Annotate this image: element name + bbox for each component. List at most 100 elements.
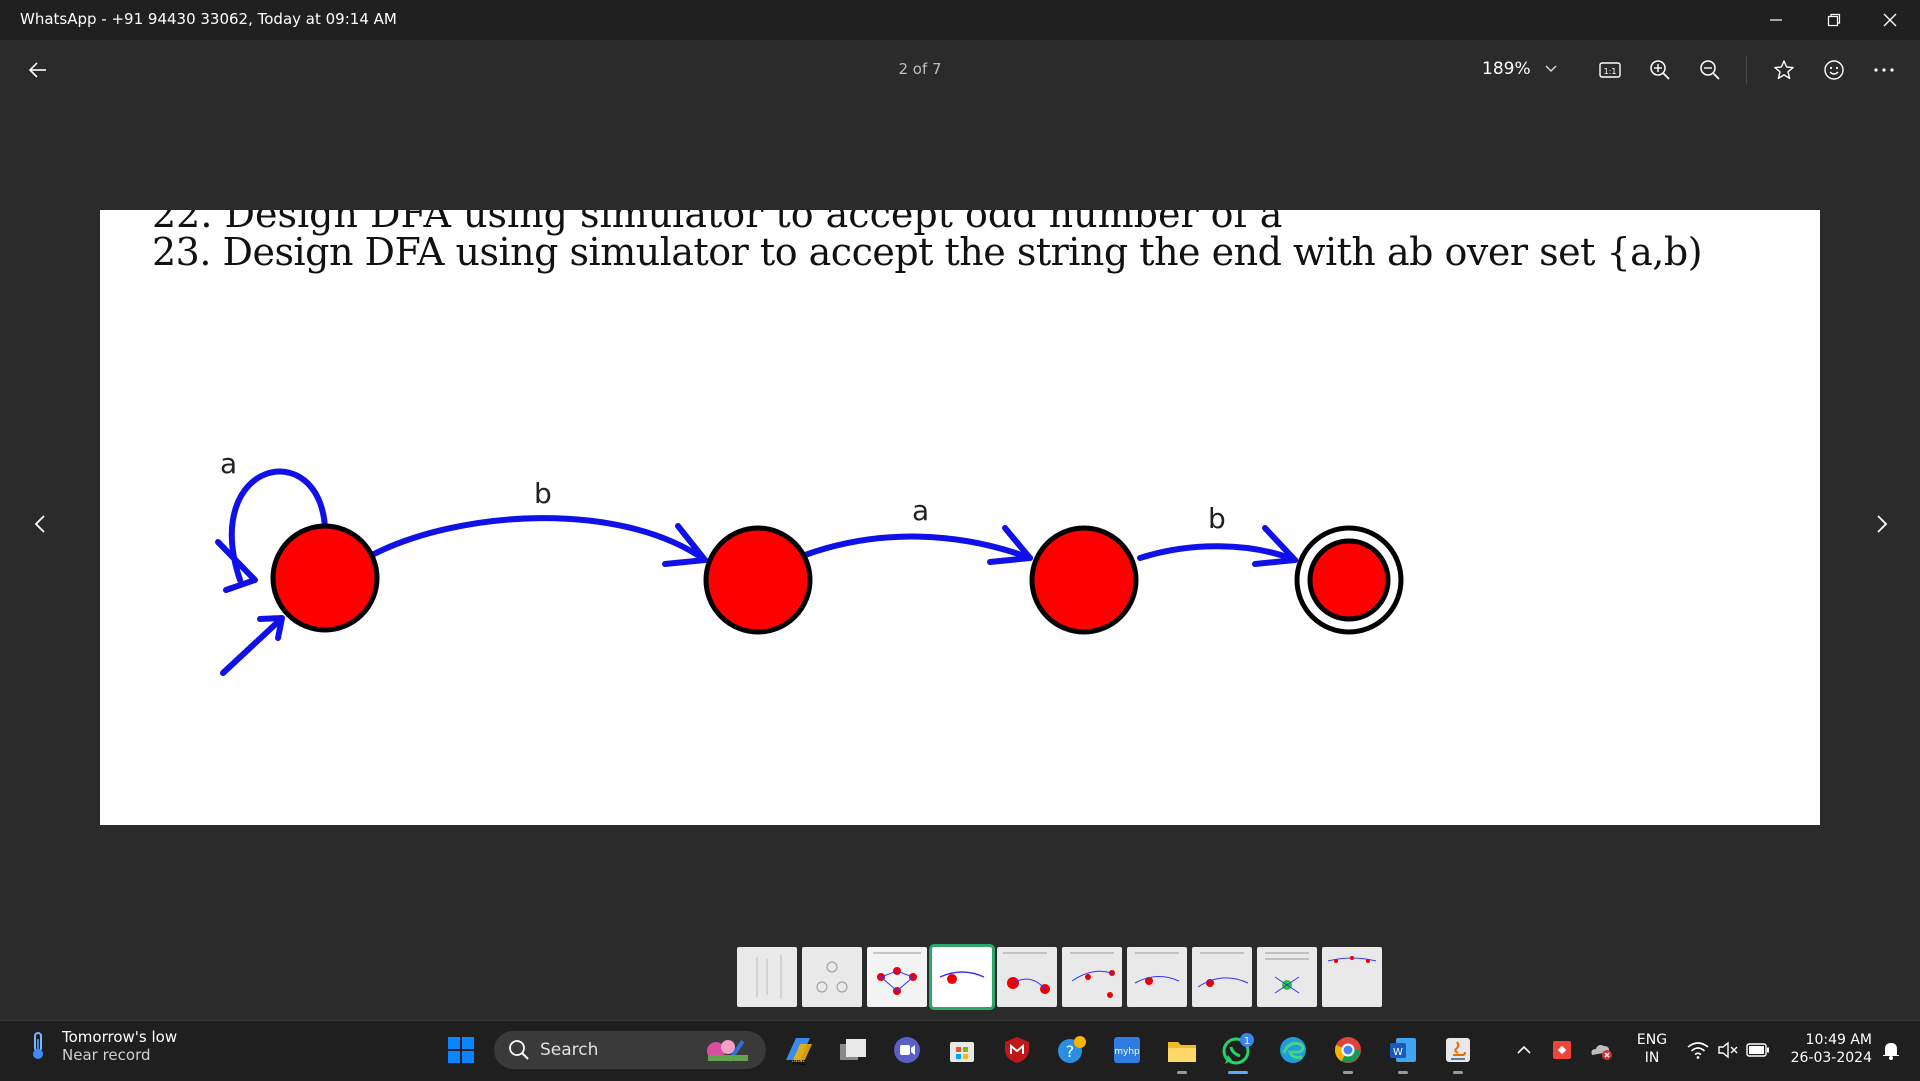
thumbnail[interactable] [737, 947, 797, 1007]
battery-icon [1746, 1043, 1769, 1057]
help-app[interactable]: ? [1052, 1030, 1092, 1070]
thumbnail-active[interactable] [929, 944, 995, 1010]
label-a: a [912, 494, 929, 527]
svg-text:PRE: PRE [792, 1059, 806, 1066]
weather-line2: Near record [62, 1046, 151, 1064]
thumbnail[interactable] [1127, 947, 1187, 1007]
weather-line1: Tomorrow's low [62, 1028, 178, 1046]
file-explorer-app[interactable] [1162, 1030, 1202, 1070]
show-hidden-icons-button[interactable] [1512, 1030, 1536, 1070]
chevron-down-icon [1545, 65, 1557, 72]
onedrive-tray[interactable] [1586, 1030, 1616, 1070]
myhp-app[interactable]: myhp [1107, 1030, 1147, 1070]
thumbnail[interactable] [997, 947, 1057, 1007]
anydesk-tray[interactable] [1548, 1030, 1576, 1070]
word-app[interactable]: W [1383, 1030, 1423, 1070]
zoom-in-icon [1650, 60, 1670, 80]
chrome-app[interactable] [1328, 1030, 1368, 1070]
zoom-level: 189% [1482, 59, 1531, 79]
video-call-icon [894, 1037, 920, 1063]
chevron-right-icon [1877, 515, 1888, 533]
input-language-indicator[interactable]: ENG IN [1632, 1031, 1672, 1067]
copilot-app[interactable]: PRE [778, 1030, 818, 1070]
zoom-dropdown[interactable]: 189% [1482, 57, 1557, 81]
chrome-icon [1334, 1037, 1361, 1063]
myhp-icon: myhp [1114, 1037, 1140, 1063]
thumbnail[interactable] [1192, 947, 1252, 1007]
task-view-app[interactable] [833, 1030, 873, 1070]
toolbar-divider [1746, 56, 1747, 84]
wifi-status[interactable] [1684, 1030, 1712, 1070]
java-app[interactable] [1438, 1030, 1478, 1070]
weather-widget[interactable]: Tomorrow's low Near record [26, 1028, 177, 1064]
label-b-2: b [1208, 502, 1226, 535]
actual-size-button[interactable]: 1:1 [1590, 50, 1630, 90]
minimize-button[interactable] [1748, 0, 1804, 40]
next-image-button[interactable] [1862, 494, 1902, 554]
meet-app[interactable] [887, 1030, 927, 1070]
speaker-muted-icon [1718, 1041, 1738, 1059]
volume-status[interactable] [1714, 1030, 1742, 1070]
more-options-button[interactable] [1864, 50, 1904, 90]
question-heading: 23. Design DFA using simulator to accept… [152, 230, 1703, 274]
mcafee-app[interactable] [997, 1030, 1037, 1070]
task-view-icon [840, 1039, 866, 1060]
zoom-out-icon [1700, 60, 1720, 80]
help-icon: ? [1058, 1036, 1086, 1063]
edge-b-1-arrowhead [662, 523, 708, 567]
zoom-out-button[interactable] [1690, 50, 1730, 90]
search-label: Search [540, 1040, 599, 1060]
restore-icon [1827, 13, 1841, 27]
thumbnail[interactable] [802, 947, 862, 1007]
thumbnail-strip [737, 944, 1382, 1010]
label-loop-a: a [220, 447, 237, 480]
thumbnail[interactable] [1062, 947, 1122, 1007]
store-app[interactable] [942, 1030, 982, 1070]
svg-text:?: ? [1066, 1042, 1075, 1061]
language-line2: IN [1644, 1050, 1660, 1066]
zoom-in-button[interactable] [1640, 50, 1680, 90]
star-icon [1774, 60, 1794, 80]
thumbnail[interactable] [1257, 947, 1317, 1007]
taskbar-search[interactable]: Search [494, 1031, 766, 1069]
start-button[interactable] [441, 1030, 481, 1070]
edge-a [802, 533, 1033, 561]
svg-text:1: 1 [1244, 1036, 1250, 1047]
svg-text:myhp: myhp [1114, 1047, 1140, 1057]
windows-logo-icon [448, 1037, 474, 1063]
system-clock[interactable]: 10:49 AM 26-03-2024 [1776, 1031, 1872, 1067]
react-button[interactable] [1814, 50, 1854, 90]
running-indicator [1177, 1071, 1187, 1074]
active-app-indicator [1228, 1071, 1248, 1074]
page-indicator: 2 of 7 [898, 60, 942, 78]
word-icon: W [1390, 1038, 1416, 1062]
viewer-toolbar [0, 40, 1920, 98]
document-image: 22. Design DFA using simulator to accept… [100, 210, 1820, 825]
thumbnail[interactable] [1322, 947, 1382, 1007]
edge-b-2-arrowhead [1252, 525, 1298, 567]
star-button[interactable] [1764, 50, 1804, 90]
store-icon [950, 1042, 974, 1062]
running-indicator [1453, 1071, 1463, 1074]
close-button[interactable] [1862, 0, 1918, 40]
bell-icon [1883, 1043, 1899, 1060]
edge-app[interactable] [1273, 1030, 1313, 1070]
back-button[interactable] [18, 50, 58, 90]
svg-text:1:1: 1:1 [1604, 67, 1617, 76]
notifications-button[interactable] [1876, 1030, 1906, 1070]
actual-size-icon: 1:1 [1599, 62, 1621, 78]
previous-question-partial: 22. Design DFA using simulator to accept… [152, 210, 1283, 236]
previous-image-button[interactable] [20, 494, 60, 554]
arrow-left-icon [28, 62, 46, 78]
edge-a-arrowhead [987, 525, 1033, 565]
running-indicator [1398, 1071, 1408, 1074]
whatsapp-app[interactable]: 1 [1218, 1030, 1258, 1070]
thumbnail[interactable] [867, 947, 927, 1007]
self-loop-arrowhead [215, 539, 258, 593]
restore-button[interactable] [1806, 0, 1862, 40]
start-arrow [220, 617, 283, 676]
smiley-icon [1824, 60, 1844, 80]
battery-status[interactable] [1744, 1030, 1772, 1070]
label-b-1: b [534, 477, 552, 510]
svg-text:W: W [1393, 1047, 1403, 1058]
